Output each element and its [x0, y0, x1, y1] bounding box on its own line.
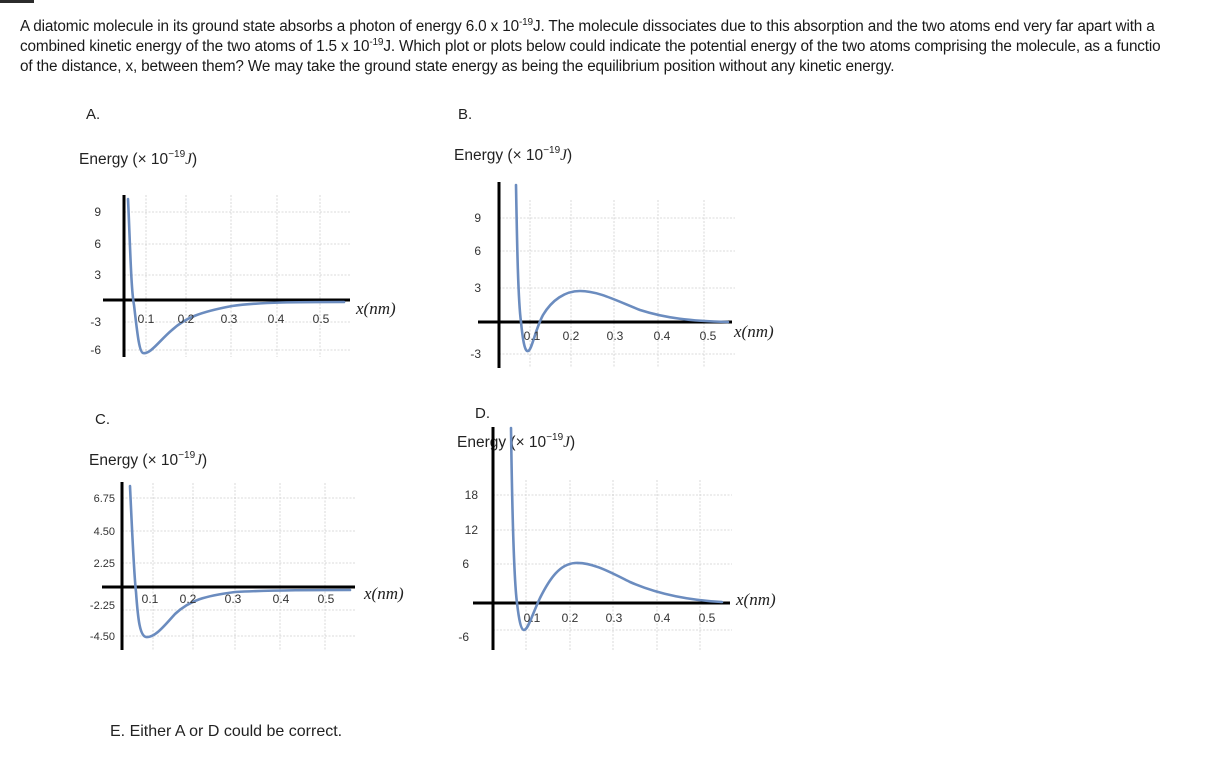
- chart-c-curve: [128, 484, 352, 639]
- tick-element: 3: [94, 268, 101, 282]
- ylabel-prefix: Energy (× 10: [89, 452, 179, 469]
- ylabel-exponent: −19: [546, 432, 564, 443]
- chart-b-xlabel: x(nm): [733, 322, 774, 341]
- chart-b-grid: [499, 200, 735, 368]
- tick-element: -3: [90, 315, 101, 329]
- tick-element: 18: [465, 488, 479, 502]
- tick-element: 0.4: [268, 312, 285, 326]
- tick-element: 0.5: [700, 329, 717, 343]
- ylabel-prefix: Energy (× 10: [454, 147, 544, 164]
- tick-element: -6: [90, 343, 101, 357]
- tick-element: 4.50: [94, 526, 115, 538]
- tick-element: 0.1: [524, 611, 541, 625]
- tick-element: 6: [94, 237, 101, 251]
- chart-d-yticks: 18 12 6 -6: [458, 488, 478, 644]
- exponent: -19: [369, 37, 384, 48]
- tick-element: 0.3: [221, 312, 238, 326]
- tick-element: 0.2: [178, 312, 195, 326]
- tick-element: 0.1: [138, 312, 155, 326]
- tick-element: 3: [474, 281, 481, 295]
- tick-element: -6: [458, 630, 469, 644]
- question-text-part: J. The molecule dissociates due to this …: [532, 18, 1155, 35]
- chart-d-grid: [493, 480, 732, 650]
- ylabel-unit: J: [563, 434, 571, 451]
- chart-a-ylabel: Energy (× 10−19J): [79, 149, 198, 169]
- chart-b-yticks: 9 6 3 -3: [470, 211, 481, 361]
- chart-b-ylabel: Energy (× 10−19J): [454, 145, 573, 165]
- chart-c-yticks: 6.75 4.50 2.25 -2.25 -4.50: [90, 493, 115, 643]
- tick-element: 6: [474, 244, 481, 258]
- ylabel-unit: J: [195, 452, 203, 469]
- question-text-part: A diatomic molecule in its ground state …: [20, 18, 519, 35]
- tick-element: 12: [465, 523, 479, 537]
- chart-c-ylabel: Energy (× 10−19J): [89, 450, 208, 470]
- tick-element: 0.3: [225, 592, 242, 606]
- tick-element: 0.5: [699, 611, 716, 625]
- ylabel-prefix: Energy (× 10: [457, 434, 547, 451]
- tick-element: 9: [94, 205, 101, 219]
- tick-element: 9: [474, 211, 481, 225]
- tick-element: 0.5: [313, 312, 330, 326]
- chart-b-xticks: 0.1 0.2 0.3 0.4 0.5: [524, 329, 717, 343]
- tick-element: 0.1: [524, 329, 541, 343]
- chart-d-ylabel: Energy (× 10−19J): [457, 432, 576, 452]
- question-line-3: of the distance, x, between them? We may…: [20, 58, 895, 75]
- ylabel-unit: J: [560, 147, 568, 164]
- tick-element: 0.4: [654, 329, 671, 343]
- ylabel-suffix: ): [192, 151, 198, 168]
- chart-d-xticks: 0.1 0.2 0.3 0.4 0.5: [524, 611, 716, 625]
- top-divider-bar: [0, 0, 34, 3]
- chart-b-curve: [514, 183, 730, 353]
- question-text: A diatomic molecule in its ground state …: [20, 17, 1223, 77]
- question-text-part: combined kinetic energy of the two atoms…: [20, 38, 370, 55]
- tick-element: 6.75: [94, 493, 115, 505]
- ylabel-suffix: ): [202, 452, 208, 469]
- tick-element: -3: [470, 347, 481, 361]
- option-b-label[interactable]: B.: [458, 106, 473, 123]
- ylabel-exponent: −19: [168, 149, 186, 160]
- chart-c-xticks: 0.1 0.2 0.3 0.4 0.5: [142, 592, 335, 606]
- chart-a-curve: [126, 197, 346, 355]
- question-line-1: A diatomic molecule in its ground state …: [20, 17, 1223, 37]
- ylabel-exponent: −19: [543, 145, 561, 156]
- tick-element: 0.3: [607, 329, 624, 343]
- tick-element: 0.1: [142, 592, 159, 606]
- chart-a-grid: [124, 195, 350, 357]
- tick-element: 0.3: [606, 611, 623, 625]
- chart-d-curve: [509, 426, 724, 632]
- option-e-label[interactable]: E. Either A or D could be correct.: [110, 723, 343, 740]
- chart-c-xlabel: x(nm): [363, 584, 404, 603]
- tick-element: 0.4: [654, 611, 671, 625]
- chart-a-xticks: 0.1 0.2 0.3 0.4 0.5: [138, 312, 330, 326]
- exponent: -19: [518, 17, 533, 28]
- ylabel-exponent: −19: [178, 450, 196, 461]
- chart-a-yticks: 9 6 3 -3 -6: [90, 205, 101, 357]
- tick-element: 0.5: [318, 592, 335, 606]
- ylabel-suffix: ): [567, 147, 573, 164]
- question-line-2: combined kinetic energy of the two atoms…: [20, 37, 1223, 57]
- tick-element: 2.25: [94, 558, 115, 570]
- tick-element: 0.4: [273, 592, 290, 606]
- ylabel-unit: J: [185, 151, 193, 168]
- option-a-label[interactable]: A.: [86, 106, 101, 123]
- tick-element: 0.2: [180, 592, 197, 606]
- ylabel-suffix: ): [570, 434, 576, 451]
- option-c-label[interactable]: C.: [95, 411, 110, 428]
- tick-element: 0.2: [562, 611, 579, 625]
- tick-element: -2.25: [90, 600, 115, 612]
- tick-element: 0.2: [563, 329, 580, 343]
- question-text-part: J. Which plot or plots below could indic…: [383, 38, 1161, 55]
- option-d-label[interactable]: D.: [475, 405, 490, 422]
- chart-c-grid: [122, 483, 356, 650]
- chart-a-xlabel: x(nm): [355, 299, 396, 318]
- chart-d-xlabel: x(nm): [735, 590, 776, 609]
- ylabel-prefix: Energy (× 10: [79, 151, 169, 168]
- tick-element: -4.50: [90, 631, 115, 643]
- tick-element: 6: [462, 557, 469, 571]
